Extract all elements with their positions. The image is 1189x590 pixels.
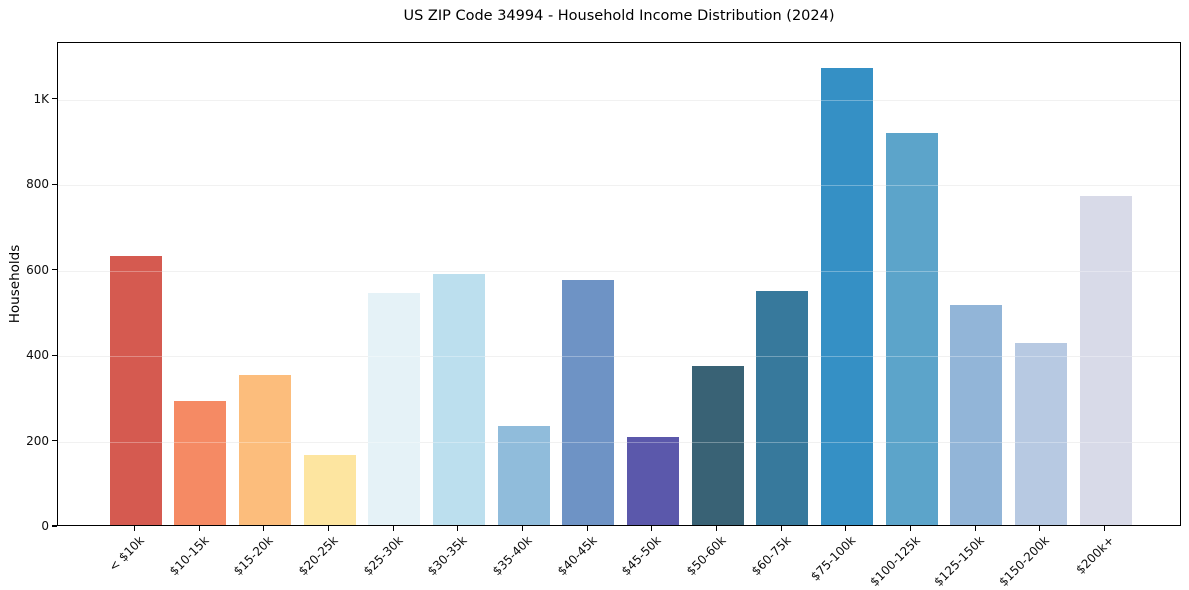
x-tick-label: $45-50k [619, 533, 665, 579]
bar-1 [174, 401, 227, 525]
bar-12 [885, 132, 938, 525]
x-tick-label: $100-125k [867, 533, 923, 589]
x-tick-label: $35-40k [489, 533, 535, 579]
bar-15 [1079, 196, 1132, 525]
bar-7 [562, 280, 615, 525]
x-tick-mark [521, 526, 524, 531]
y-tick-mark [52, 354, 57, 356]
gridline-overlay [58, 441, 1180, 443]
x-tick-mark [198, 526, 200, 531]
bar-2 [238, 374, 291, 525]
x-tick-mark [715, 526, 718, 531]
bar-8 [626, 436, 679, 525]
y-tick-label: 0 [41, 519, 49, 533]
y-tick-label: 200 [26, 433, 49, 448]
x-tick-label: $15-20k [231, 533, 277, 579]
y-axis-label: Households [7, 244, 23, 324]
x-tick-mark [392, 526, 394, 531]
bar-6 [497, 425, 550, 525]
x-tick-label: $25-30k [360, 533, 406, 579]
x-tick-mark [1103, 526, 1106, 531]
bar-11 [820, 67, 873, 525]
x-tick-mark [974, 526, 976, 531]
bar-14 [1014, 342, 1067, 525]
x-tick-mark [263, 526, 265, 531]
gridline-overlay [58, 99, 1180, 101]
x-tick-mark [651, 526, 653, 531]
x-tick-label: $10-15k [166, 533, 212, 579]
bar-4 [368, 293, 421, 525]
x-tick-mark [1039, 526, 1041, 531]
bar-5 [432, 273, 485, 525]
x-tick-mark [457, 526, 459, 531]
gridline [58, 356, 1180, 358]
y-tick-label: 400 [26, 348, 49, 363]
bar-10 [756, 291, 809, 525]
bar-3 [303, 455, 356, 525]
bar-0 [109, 255, 162, 525]
x-tick-mark [909, 526, 912, 531]
y-tick-mark [52, 269, 57, 271]
x-tick-label: $40-45k [554, 533, 600, 579]
x-tick-mark [845, 526, 847, 531]
gridline-overlay [58, 185, 1180, 187]
y-tick-mark [52, 98, 57, 100]
x-tick-mark [586, 526, 588, 531]
y-tick-label: 600 [26, 262, 49, 277]
gridline-overlay [58, 356, 1180, 358]
x-tick-label: < $10k [105, 533, 147, 575]
x-tick-label: $30-35k [425, 533, 471, 579]
y-tick-label: 1K [33, 91, 49, 106]
plot-area [57, 42, 1181, 526]
x-tick-label: $75-100k [807, 533, 859, 584]
x-tick-mark [133, 526, 136, 531]
bar-13 [950, 305, 1003, 525]
chart-title: US ZIP Code 34994 - Household Income Dis… [403, 8, 835, 24]
x-tick-label: $20-25k [295, 533, 341, 579]
gridline [58, 99, 1180, 101]
x-tick-label: $60-75k [748, 533, 794, 579]
y-tick-mark [52, 525, 57, 527]
x-tick-label: $200k+ [1073, 533, 1117, 577]
y-tick-label: 800 [26, 177, 49, 192]
x-tick-mark [327, 526, 330, 531]
x-tick-mark [780, 526, 782, 531]
bar-9 [691, 366, 744, 525]
y-tick-mark [52, 183, 57, 185]
gridline-overlay [58, 270, 1180, 272]
gridline [58, 185, 1180, 187]
gridline [58, 270, 1180, 272]
x-tick-label: $125-150k [931, 533, 988, 589]
gridline [58, 441, 1180, 443]
x-tick-label: $50-60k [683, 533, 729, 579]
y-tick-mark [52, 439, 57, 442]
x-tick-label: $150-200k [996, 533, 1053, 589]
